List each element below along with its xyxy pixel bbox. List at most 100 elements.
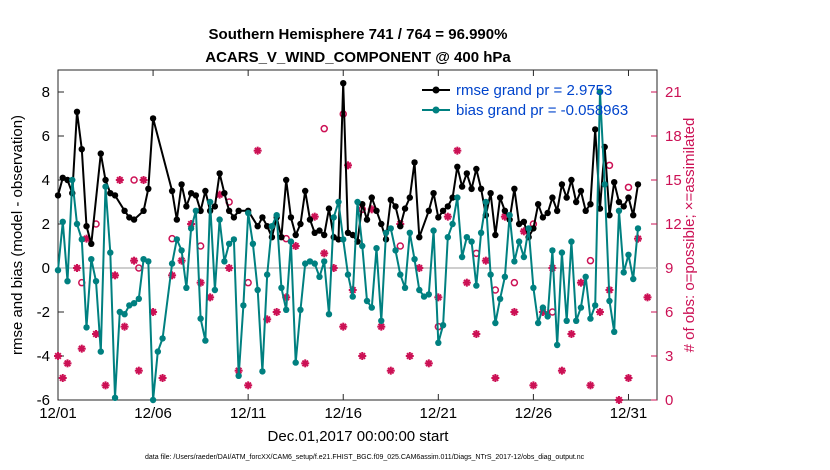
bias-point	[416, 286, 423, 294]
rmse-point	[501, 207, 509, 214]
rmse-point	[553, 207, 561, 214]
rmse-point	[178, 181, 185, 188]
bias-point	[615, 207, 623, 214]
rmse-point	[363, 216, 371, 223]
rmse-point	[73, 108, 81, 116]
rmse-point	[192, 192, 200, 199]
legend-rmse-marker	[432, 86, 440, 94]
bias-point	[630, 275, 637, 283]
rmse-point	[121, 207, 128, 214]
rmse-point	[64, 176, 71, 184]
bias-point	[192, 207, 200, 214]
bias-point	[83, 324, 90, 331]
bias-point	[107, 249, 114, 256]
bias-point	[154, 348, 162, 355]
bias-point	[378, 317, 385, 324]
bias-point	[458, 253, 466, 261]
rmse-point	[145, 185, 152, 192]
rmse-point	[344, 229, 352, 236]
bias-point	[130, 300, 138, 307]
rmse-point	[340, 80, 347, 87]
rmse-point	[173, 216, 181, 223]
bias-point	[430, 227, 437, 234]
rmse-point	[511, 185, 518, 192]
obs-assimilated-marker	[405, 352, 414, 360]
obs-assimilated-marker	[73, 264, 82, 272]
bias-point	[425, 291, 433, 298]
bias-point	[330, 214, 337, 221]
bias-point	[168, 260, 176, 267]
obs-assimilated-marker	[415, 264, 424, 272]
y-tick-label: -2	[37, 304, 50, 321]
obs-assimilated-marker	[310, 212, 319, 221]
rmse-point	[477, 185, 485, 192]
y-tick-label: 4	[42, 172, 50, 189]
bias-point	[59, 218, 66, 225]
bias-point	[149, 396, 157, 404]
obs-possible-marker	[510, 278, 519, 287]
rmse-point	[387, 196, 394, 203]
obs-assimilated-marker	[377, 322, 386, 331]
rmse-point	[316, 227, 323, 234]
obs-assimilated-marker	[462, 278, 471, 287]
y2-tick-label: 18	[665, 128, 682, 145]
bias-point	[325, 311, 333, 318]
rmse-point	[458, 183, 466, 190]
rmse-point	[140, 207, 147, 214]
bias-point	[206, 198, 214, 206]
bias-point	[572, 317, 580, 324]
bias-point	[482, 198, 490, 206]
rmse-point	[197, 207, 204, 214]
rmse-point	[473, 165, 480, 173]
y-axis-label: rmse and bias (model - observation)	[9, 115, 26, 355]
obs-assimilated-marker	[643, 293, 652, 302]
rmse-point	[630, 212, 637, 219]
obs-assimilated-marker	[77, 344, 86, 353]
bias-point	[444, 234, 452, 241]
rmse-point	[325, 205, 333, 212]
obs-possible-marker	[624, 183, 633, 192]
rmse-point	[539, 214, 547, 221]
rmse-point	[59, 174, 66, 181]
bias-point	[468, 238, 475, 245]
rmse-point	[102, 176, 109, 184]
obs-assimilated-marker	[443, 212, 452, 221]
bias-point	[135, 295, 143, 302]
obs-assimilated-marker	[301, 359, 310, 368]
y-tick-label: 2	[42, 216, 50, 233]
bias-point	[553, 341, 561, 349]
rmse-point	[254, 223, 261, 230]
rmse-point	[611, 179, 618, 186]
bias-point	[359, 242, 366, 250]
bias-point	[321, 258, 328, 265]
x-tick-label: 12/11	[230, 405, 266, 422]
y-tick-label: -6	[37, 392, 50, 409]
obs-assimilated-marker	[111, 271, 120, 280]
bias-point	[64, 278, 71, 285]
rmse-point	[572, 198, 580, 206]
bias-point	[69, 176, 76, 184]
x-tick-label: 12/31	[610, 405, 648, 422]
bias-point	[111, 394, 119, 401]
obs-assimilated-marker	[101, 381, 110, 390]
rmse-point	[149, 115, 157, 122]
rmse-point	[373, 207, 380, 214]
rmse-point	[439, 207, 447, 214]
bias-point	[387, 225, 394, 232]
bias-point	[511, 258, 518, 265]
bias-point	[406, 229, 413, 236]
bias-point	[73, 220, 81, 228]
y2-axis-label: # of obs: o=possible; ×=assimilated	[681, 118, 698, 353]
bias-point	[202, 337, 209, 344]
rmse-point	[463, 170, 471, 177]
bias-point	[116, 308, 124, 316]
x-tick-label: 12/01	[39, 405, 77, 422]
bias-point	[311, 260, 318, 267]
obs-assimilated-marker	[595, 308, 604, 316]
obs-assimilated-marker	[481, 256, 490, 265]
bias-point	[254, 286, 261, 294]
obs-assimilated-marker	[386, 366, 395, 375]
bias-point	[316, 273, 323, 280]
bias-point	[420, 293, 428, 300]
obs-assimilated-marker	[339, 322, 348, 331]
